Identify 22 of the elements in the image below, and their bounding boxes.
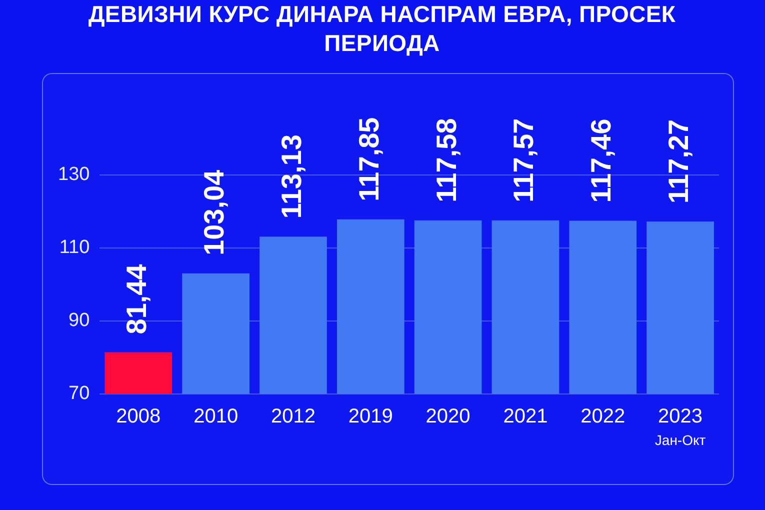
x-tick-label: 2021 [503,406,548,428]
data-label: 103,04 [198,169,230,256]
chart-title: ДЕВИЗНИ КУРС ДИНАРА НАСПРАМ ЕВРА, ПРОСЕК ПЕРИОДА [87,0,677,58]
data-label: 117,58 [430,118,462,202]
text: Јан-Окт [654,432,706,448]
data-label: 113,13 [276,134,307,219]
data-label: 117,46 [586,118,617,203]
y-tick-label: 70 [68,383,90,404]
x-tick-label: 2019 [348,406,393,428]
x-tick-label: 2012 [270,406,316,428]
x-tick-label: 2023 [658,406,703,428]
data-label: 117,85 [353,117,384,202]
y-tick-label: 110 [59,237,90,258]
y-tick-label: 90 [68,310,90,332]
data-label: 117,57 [508,118,540,202]
data-label: 81,44 [121,264,152,334]
x-tick-label: 2020 [426,406,470,428]
x-tick-label: 2022 [580,406,626,428]
x-tick-label: 2010 [194,406,238,428]
y-tick-label: 130 [58,164,90,186]
data-label: 117,27 [663,119,694,204]
x-tick-label: 2008 [116,406,161,428]
